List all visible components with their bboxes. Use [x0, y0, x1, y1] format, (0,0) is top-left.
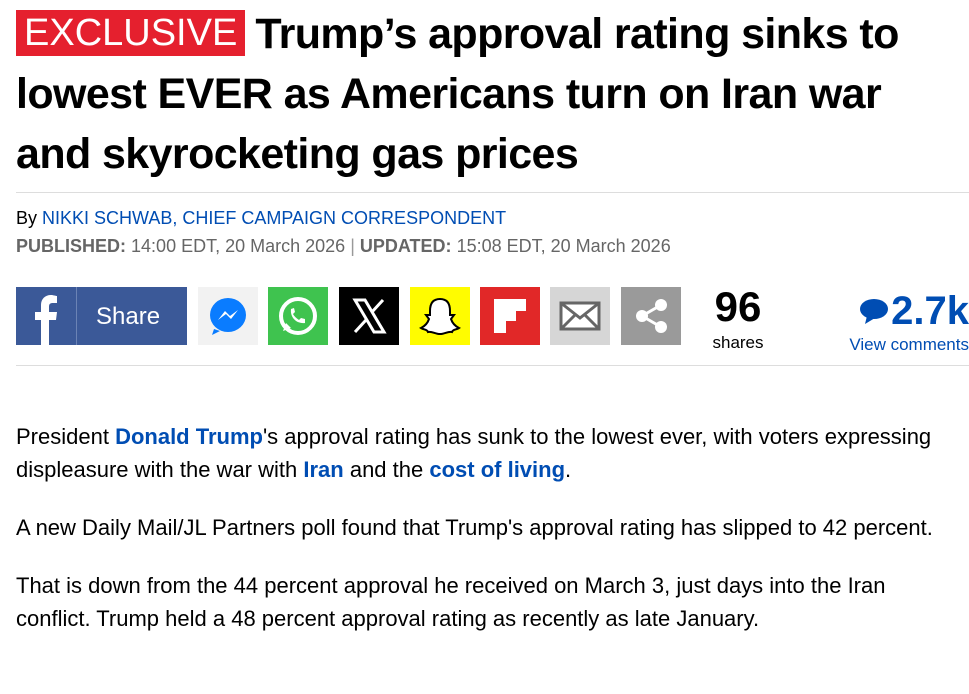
updated-date: 15:08 EDT, 20 March 2026 [456, 236, 671, 256]
text-run: 's approval rating has sunk to the lowes… [16, 424, 932, 482]
share-count: 96 [714, 283, 762, 330]
divider [16, 192, 969, 193]
text-run: . [565, 457, 572, 482]
divider [16, 365, 969, 366]
comments[interactable]: 2.7k View comments [849, 287, 969, 355]
updated-label: UPDATED: [359, 236, 452, 256]
byline-prefix: By [16, 208, 38, 228]
headline: EXCLUSIVE Trump’s approval rating sinks t… [16, 4, 966, 184]
paragraph: A new Daily Mail/JL Partners poll found … [16, 511, 966, 544]
exclusive-badge: EXCLUSIVE [16, 10, 246, 56]
inline-link[interactable]: cost of living [429, 457, 566, 482]
share-bar: Share 96 shares 2.7k View comments [16, 283, 969, 354]
text-run: That is down from the 44 percent approva… [16, 573, 886, 631]
x-share[interactable] [339, 287, 399, 345]
author-link[interactable]: NIKKI SCHWAB, CHIEF CAMPAIGN CORRESPONDE… [42, 208, 507, 228]
view-comments[interactable]: View comments [849, 335, 969, 354]
text-run: A new Daily Mail/JL Partners poll found … [16, 515, 933, 540]
headline-text: Trump’s approval rating sinks to lowest … [16, 10, 899, 178]
snapchat-share[interactable] [410, 287, 470, 345]
whatsapp-share[interactable] [268, 287, 328, 345]
comment-count: 2.7k [891, 289, 969, 333]
email-share[interactable] [550, 287, 610, 345]
messenger-share[interactable] [198, 287, 258, 345]
more-share[interactable] [621, 287, 681, 345]
paragraph: That is down from the 44 percent approva… [16, 569, 966, 635]
inline-link[interactable]: Donald Trump [115, 424, 263, 449]
dateline: PUBLISHED: 14:00 EDT, 20 March 2026 | UP… [16, 236, 671, 256]
article-body: President Donald Trump's approval rating… [16, 420, 966, 660]
share-label: Share [96, 303, 161, 330]
inline-link[interactable]: Iran [303, 457, 344, 482]
text-run: President [16, 424, 116, 449]
facebook-share[interactable]: Share [16, 287, 187, 345]
text-run: and the [343, 457, 430, 482]
published-label: PUBLISHED: [16, 236, 127, 256]
share-unit: shares [712, 333, 764, 352]
paragraph: President Donald Trump's approval rating… [16, 420, 966, 486]
flipboard-share[interactable] [480, 287, 540, 345]
published-date: 14:00 EDT, 20 March 2026 [131, 236, 346, 256]
byline: By NIKKI SCHWAB, CHIEF CAMPAIGN CORRESPO… [16, 208, 506, 229]
comment-icon [860, 299, 889, 324]
facebook-icon [35, 295, 57, 345]
